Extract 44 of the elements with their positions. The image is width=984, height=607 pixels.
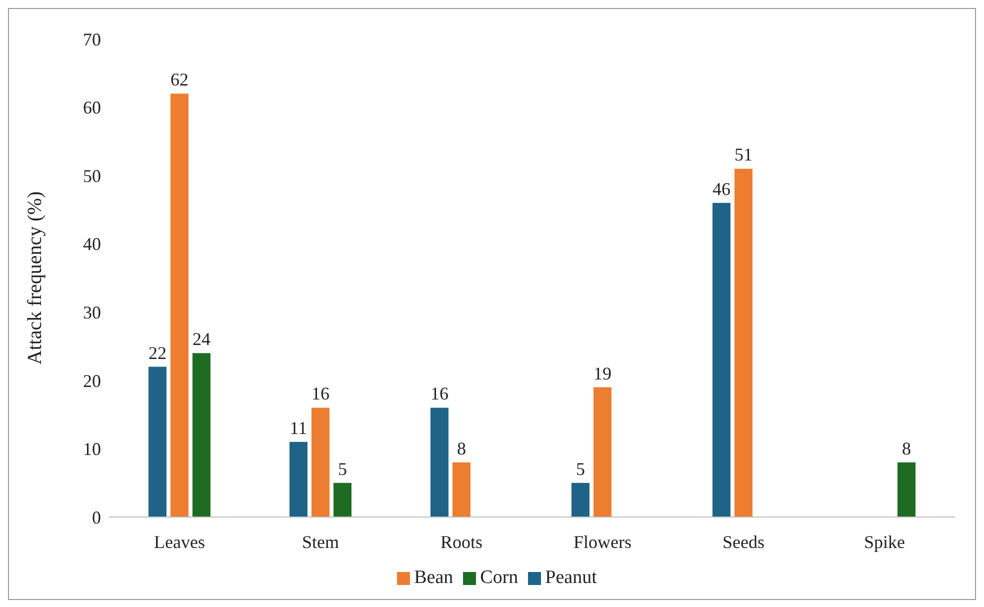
legend-label: Peanut [545, 567, 597, 588]
y-tick-label: 40 [83, 234, 101, 254]
bar [430, 408, 448, 517]
data-label: 19 [593, 363, 612, 384]
data-label: 8 [456, 438, 466, 458]
data-label: 11 [290, 418, 308, 438]
x-tick-label: Seeds [722, 532, 764, 552]
legend-label: Bean [414, 567, 454, 588]
x-tick-label: Stem [302, 532, 340, 552]
x-tick-label: Spike [864, 532, 906, 552]
y-tick-label: 0 [92, 507, 101, 528]
x-tick-label: Leaves [154, 532, 205, 552]
bar [897, 462, 916, 517]
data-label: 8 [902, 438, 911, 458]
y-tick-label: 50 [83, 166, 101, 186]
x-tick-label: Flowers [574, 532, 632, 552]
y-tick-label: 30 [83, 302, 101, 323]
y-tick-label: 70 [83, 29, 101, 50]
bar [734, 168, 752, 517]
data-label: 22 [148, 342, 166, 363]
y-tick-label: 60 [83, 98, 101, 118]
data-label: 16 [311, 384, 330, 404]
bar [712, 202, 730, 517]
y-tick-label: 10 [83, 439, 101, 460]
bar [593, 387, 612, 517]
data-label: 5 [338, 458, 347, 479]
data-label: 51 [734, 144, 752, 165]
data-label: 46 [712, 178, 730, 199]
y-axis-title: Attack frequency (%) [24, 191, 46, 365]
legend-label: Corn [480, 567, 518, 588]
data-label: 24 [192, 329, 210, 350]
bar [452, 462, 470, 517]
bar [170, 94, 188, 517]
bar [333, 482, 352, 517]
bar [289, 442, 308, 517]
data-label: 5 [576, 458, 585, 479]
x-tick-label: Roots [440, 532, 483, 552]
bar [311, 408, 330, 517]
bar [148, 366, 166, 517]
y-tick-label: 20 [83, 370, 101, 391]
data-label: 16 [430, 384, 448, 404]
bar [571, 482, 590, 517]
data-label: 62 [170, 70, 188, 90]
bar [192, 353, 210, 517]
